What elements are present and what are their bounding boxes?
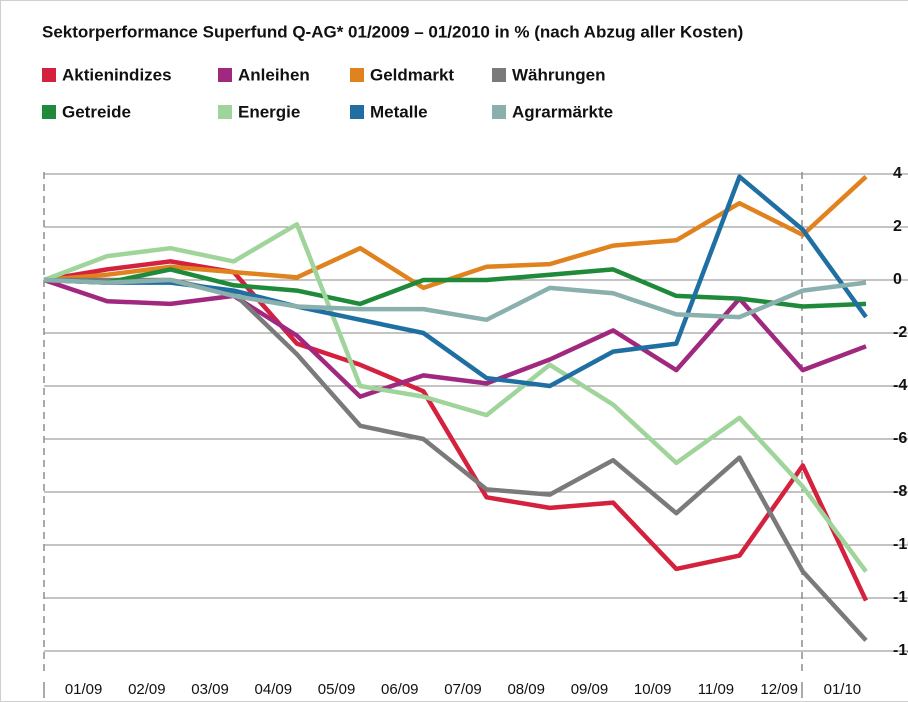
y-tick-label: 2 [893,218,902,235]
series-line [43,277,867,399]
legend-label: Getreide [62,102,131,121]
x-tick-label: 04/09 [255,681,293,698]
legend-label: Anleihen [238,65,310,84]
legend-label: Energie [238,102,300,121]
legend-swatch [492,105,506,119]
x-tick-label: 10/09 [634,681,672,698]
y-tick-label: -10 [893,536,908,553]
legend-label: Aktienindizes [62,65,172,84]
series-line [43,259,869,602]
legend-swatch [218,68,232,82]
x-tick-label: 01/10 [824,681,862,698]
legend-label: Metalle [370,102,428,121]
y-tick-label: 0 [893,271,902,288]
y-tick-label: -12 [893,589,908,606]
y-tick-label: -4 [893,377,907,394]
x-tick-label: 12/09 [760,681,798,698]
legend-swatch [42,68,56,82]
legend-swatch [350,105,364,119]
y-tick-label: 4 [893,165,902,182]
legend-label: Agrarmärkte [512,102,613,121]
x-tick-label: 07/09 [444,681,482,698]
legend-label: Währungen [512,65,606,84]
y-tick-label: -14 [893,642,908,659]
legend-swatch [350,68,364,82]
series-line [43,222,868,573]
legend-swatch [218,105,232,119]
x-tick-label: 09/09 [571,681,609,698]
y-tick-label: -2 [893,324,907,341]
x-tick-label: 11/09 [698,681,734,698]
legend-swatch [42,105,56,119]
series-line [43,267,867,309]
x-tick-label: 05/09 [318,681,356,698]
chart-title: Sektorperformance Superfund Q-AG* 01/200… [42,22,743,41]
x-tick-label: 03/09 [191,681,229,698]
x-tick-label: 01/09 [65,681,103,698]
x-tick-label: 02/09 [128,681,166,698]
legend-label: Geldmarkt [370,65,454,84]
x-tick-label: 06/09 [381,681,419,698]
series-line [44,277,868,642]
x-tick-label: 08/09 [507,681,545,698]
series-line [43,277,867,323]
legend-swatch [492,68,506,82]
y-tick-label: -8 [893,483,907,500]
y-tick-label: -6 [893,430,907,447]
